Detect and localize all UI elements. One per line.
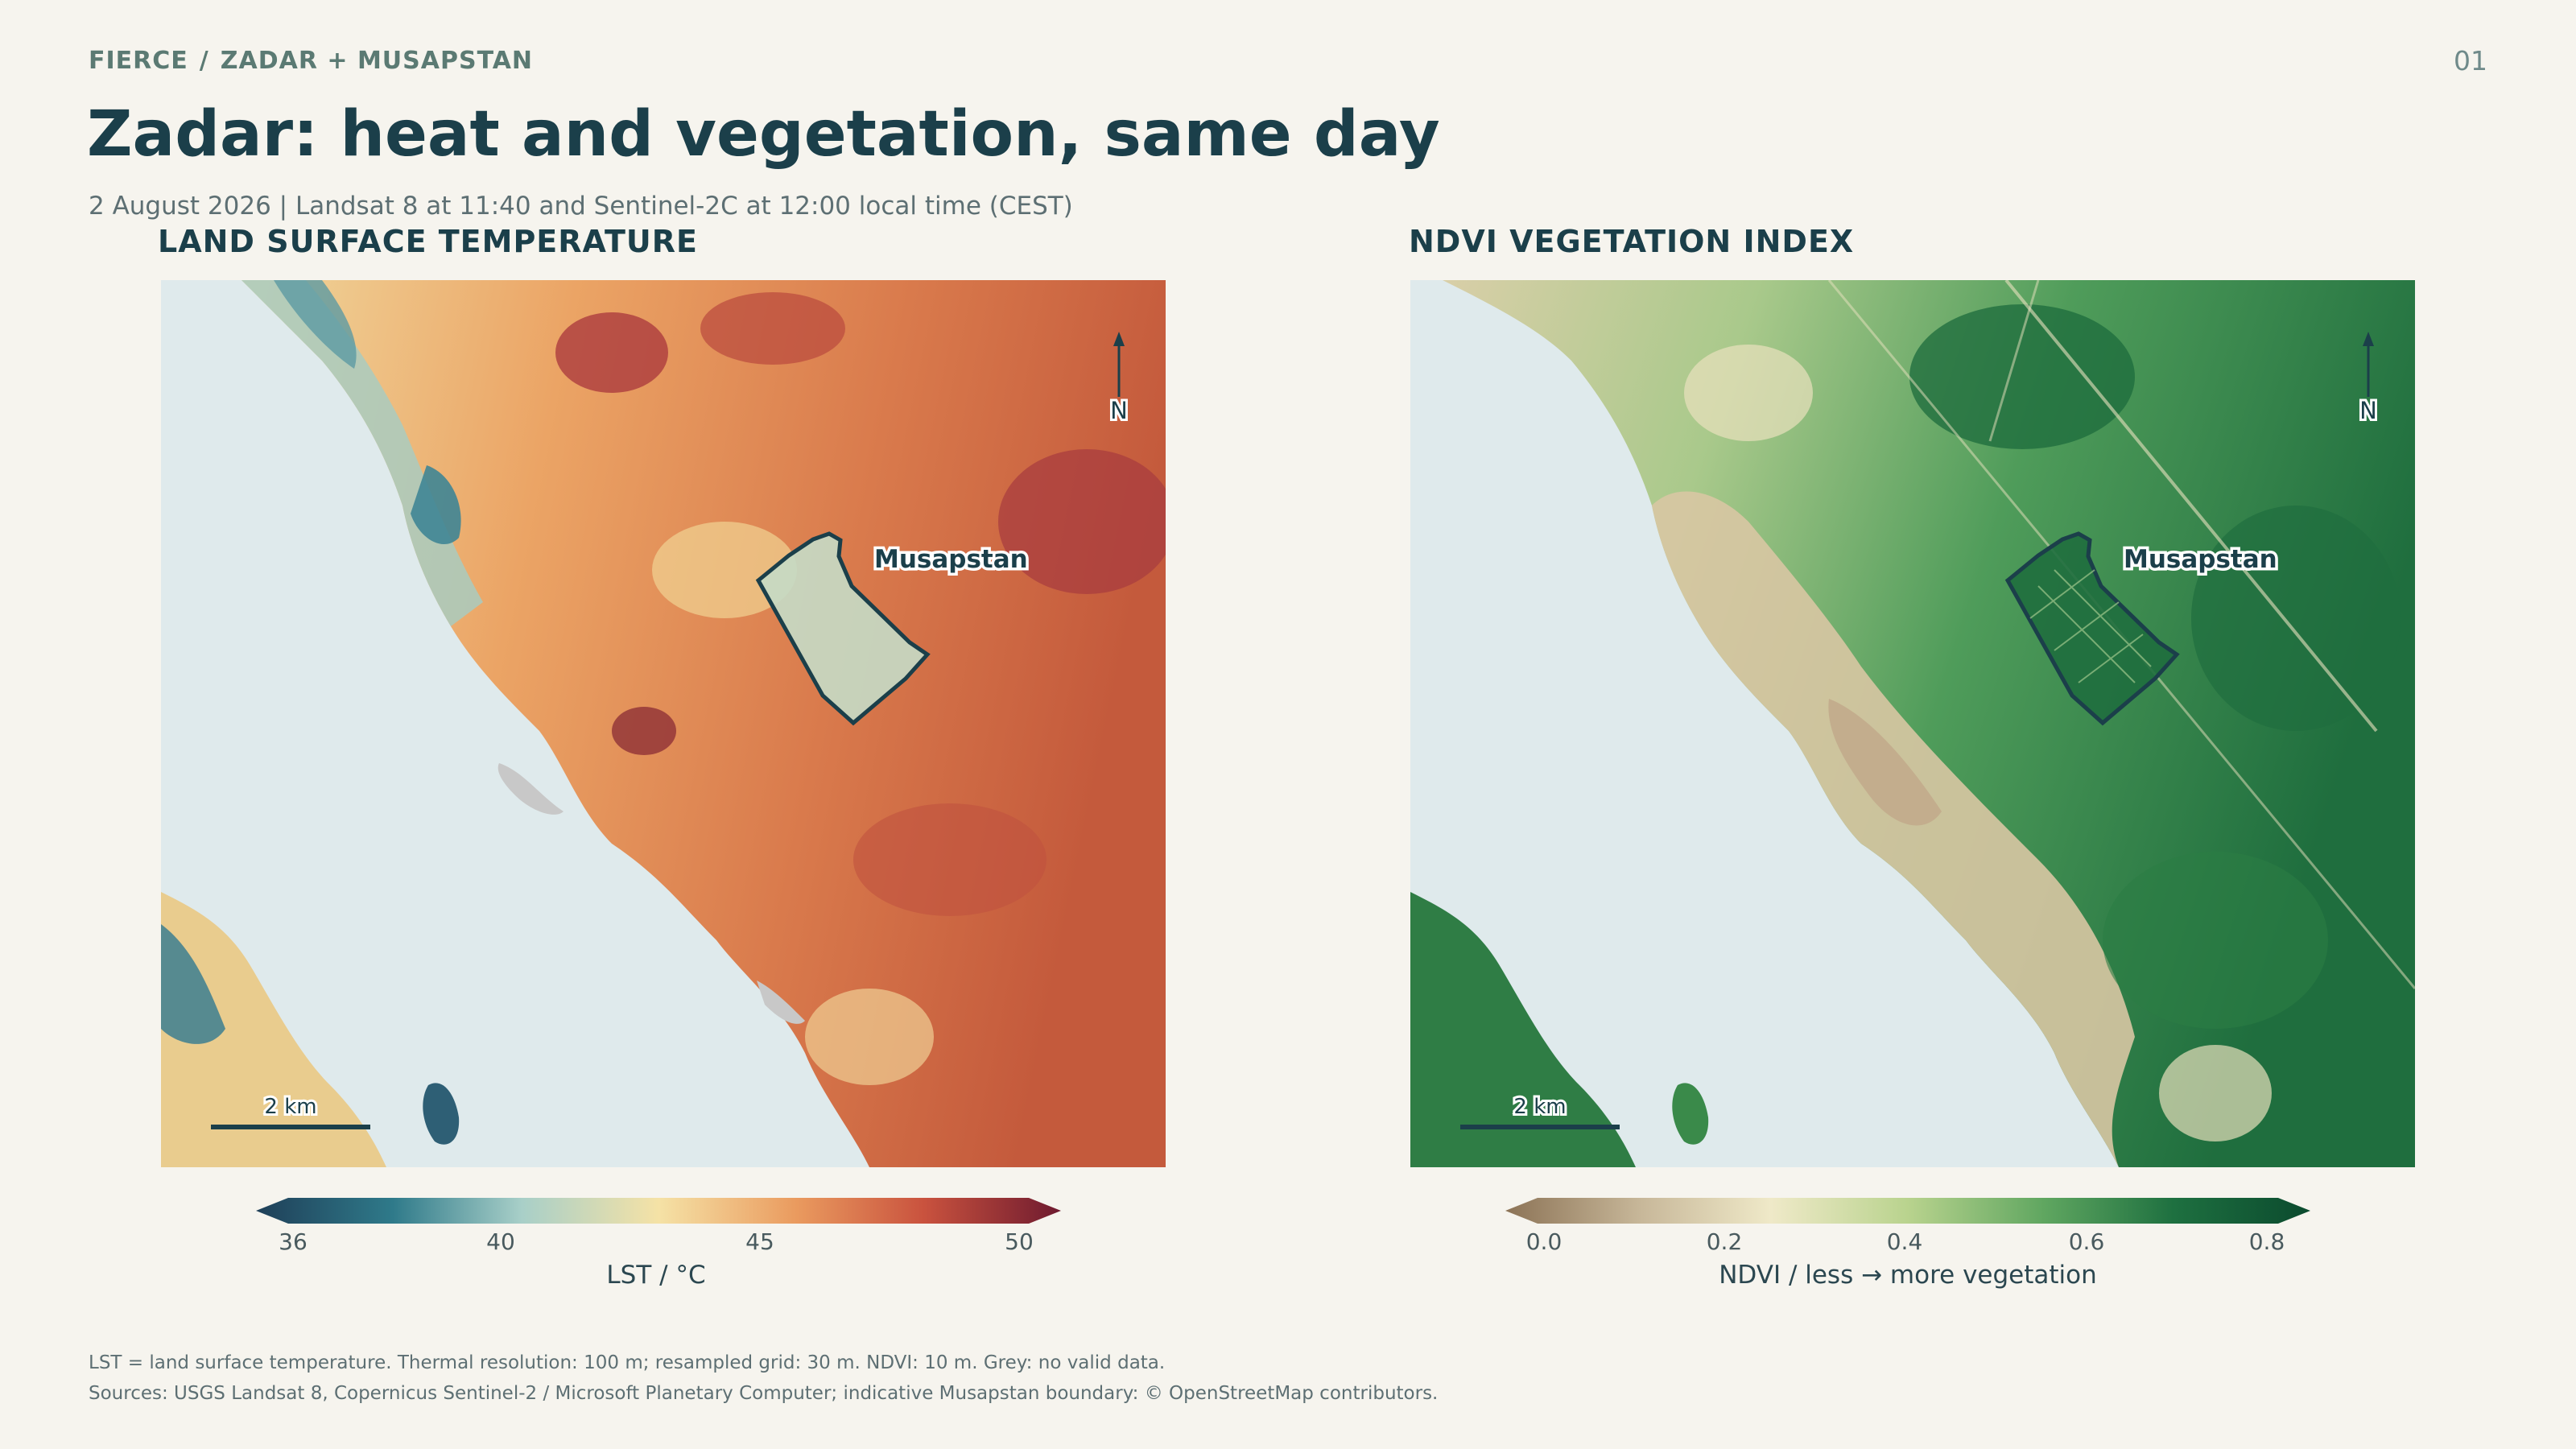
ndvi-sw-peninsula [1410,892,1636,1167]
lst-tick-50: 50 [1005,1228,1034,1255]
footnote-definitions: LST = land surface temperature. Thermal … [89,1352,1166,1373]
ndvi-forest-1 [1909,304,2135,449]
lst-panel-title: LAND SURFACE TEMPERATURE [158,224,698,259]
footnote-sources: Sources: USGS Landsat 8, Copernicus Sent… [89,1383,1439,1404]
lst-sw-cool [161,924,225,1044]
lst-hot-patch-1 [555,312,668,393]
ndvi-colorbar: 0.0 0.2 0.4 0.6 0.8 NDVI / less → more v… [1505,1196,2310,1293]
lst-tick-36: 36 [279,1228,308,1255]
page-title: Zadar: heat and vegetation, same day [87,98,1440,171]
kicker: FIERCE / ZADAR + MUSAPSTAN [89,47,533,75]
lst-map-canvas: Musapstan N 2 km [161,280,1166,1167]
page-subtitle: 2 August 2026 | Landsat 8 at 11:40 and S… [89,192,1073,221]
lst-north-arrow-icon [1113,332,1125,346]
lst-cool-patch-1 [411,465,461,545]
ndvi-colorbar-ramp [1505,1198,2310,1224]
ndvi-forest-2 [2191,506,2401,731]
lst-hot-patch-2 [700,292,845,365]
lst-tick-40: 40 [486,1228,515,1255]
ndvi-map[interactable]: Musapstan N 2 km [1410,280,2415,1167]
lst-nodata-coast-2 [757,980,805,1024]
lst-colorbar-ramp [256,1198,1061,1224]
lst-scale-label: 2 km [264,1095,316,1119]
ndvi-urban-band [1652,491,2135,1167]
lst-cool-patch-2 [274,280,357,369]
ndvi-north-label: N [2359,397,2377,424]
lst-island [423,1083,460,1145]
lst-hot-patch-4 [612,707,676,755]
ndvi-tick-0-2: 0.2 [1706,1228,1743,1255]
page-number: 01 [2454,45,2487,76]
lst-north-label: N [1110,397,1128,424]
lst-mainland [242,280,1166,1167]
ndvi-pale-2 [2159,1045,2272,1141]
kicker-location: ZADAR + MUSAPSTAN [220,47,534,75]
kicker-project: FIERCE [89,47,188,75]
ndvi-road-3 [1988,280,2040,442]
ndvi-map-canvas: Musapstan N 2 km [1410,280,2415,1167]
ndvi-island [1672,1083,1709,1145]
ndvi-forest-3 [2103,852,2328,1029]
ndvi-tick-0-8: 0.8 [2248,1228,2285,1255]
lst-hot-patch-5 [853,803,1046,916]
ndvi-road-1 [2004,280,2378,733]
ndvi-north-arrow-icon [2363,332,2374,346]
lst-colorbar-title: LST / °C [606,1261,706,1290]
kicker-separator: / [199,47,209,75]
ndvi-colorbar-title: NDVI / less → more vegetation [1719,1261,2097,1290]
ndvi-panel-title: NDVI VEGETATION INDEX [1409,224,1855,259]
ndvi-urban-core [1828,699,1942,826]
lst-nodata-coast [497,763,564,815]
lst-warm-patch-1 [652,522,797,618]
lst-cool-band [242,280,483,626]
lst-colorbar: 36 40 45 50 LST / °C [256,1196,1061,1293]
ndvi-scale-label: 2 km [1513,1095,1566,1119]
ndvi-musapstan-label: Musapstan [2124,545,2277,574]
ndvi-tick-0-6: 0.6 [2068,1228,2105,1255]
lst-map[interactable]: Musapstan N 2 km [161,280,1166,1167]
ndvi-tick-0-4: 0.4 [1886,1228,1923,1255]
lst-warm-patch-2 [805,989,934,1085]
lst-musapstan-boundary[interactable] [755,531,931,726]
lst-musapstan-label: Musapstan [874,545,1028,574]
lst-tick-45: 45 [745,1228,774,1255]
ndvi-pale-1 [1684,345,1813,441]
ndvi-musapstan-fields [2029,569,2152,683]
lst-hot-patch-3 [998,449,1166,594]
ndvi-tick-0: 0.0 [1525,1228,1563,1255]
lst-sw-peninsula [161,892,386,1167]
ndvi-musapstan-boundary[interactable] [2004,531,2180,726]
